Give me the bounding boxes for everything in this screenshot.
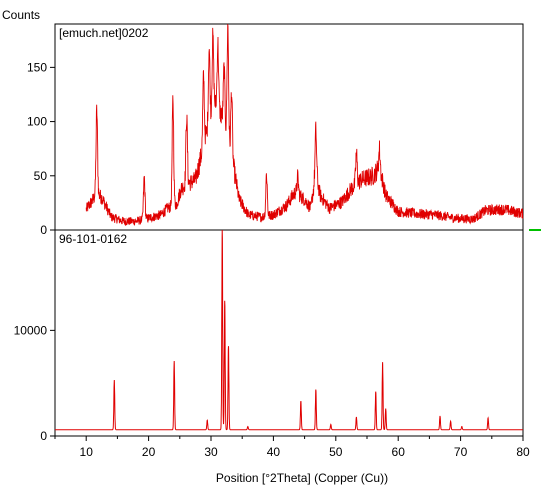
upper-y-tick-label: 100 [27, 115, 47, 129]
lower-y-tick-label: 0 [40, 429, 47, 443]
y-axis-title: Counts [2, 8, 40, 22]
upper-y-tick-label: 0 [40, 223, 47, 237]
lower-pattern-series [55, 229, 523, 431]
x-tick-label: 70 [454, 445, 468, 459]
upper-y-tick-label: 50 [34, 169, 48, 183]
lower-axis-ticks: 0 10000 [14, 323, 55, 443]
lower-panel-label: 96-101-0162 [59, 232, 127, 246]
x-axis-ticks: 10 20 30 40 50 60 70 80 [54, 436, 530, 459]
x-tick-label: 40 [267, 445, 281, 459]
x-tick-label: 60 [392, 445, 406, 459]
upper-measured-line [85, 24, 524, 226]
upper-pattern-series [85, 24, 524, 226]
lower-y-tick-label: 10000 [14, 323, 48, 337]
upper-axis-ticks: 0 50 100 150 [27, 60, 55, 237]
upper-panel-label: [emuch.net]0202 [59, 26, 149, 40]
x-tick-label: 20 [142, 445, 156, 459]
x-tick-label: 50 [329, 445, 343, 459]
upper-y-tick-label: 150 [27, 60, 47, 74]
x-tick-label: 10 [80, 445, 94, 459]
x-tick-label: 30 [204, 445, 218, 459]
lower-plot-frame [54, 229, 524, 437]
lower-reference-line [55, 229, 523, 431]
x-tick-label: 80 [516, 445, 530, 459]
x-axis-title: Position [°2Theta] (Copper (Cu)) [216, 471, 388, 485]
